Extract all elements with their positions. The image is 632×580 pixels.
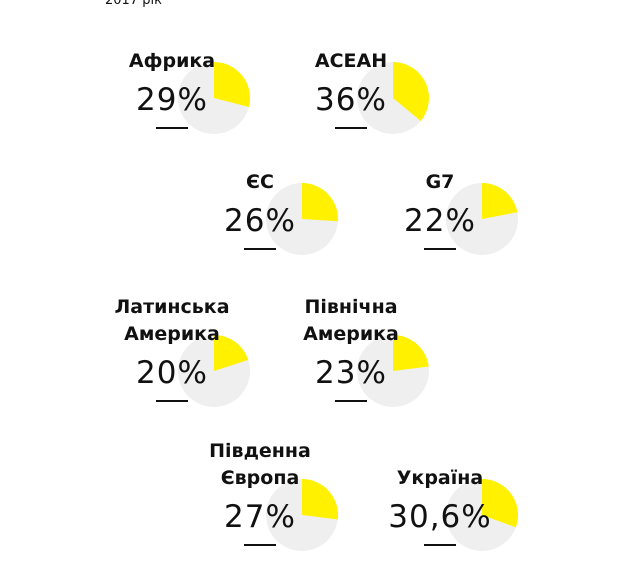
value-label: 26% bbox=[224, 203, 296, 239]
pie-slice bbox=[302, 479, 339, 520]
value-label: 22% bbox=[404, 203, 476, 239]
value-label: 30,6% bbox=[388, 499, 492, 535]
pie-slice bbox=[214, 335, 249, 371]
category-label: Україна bbox=[396, 467, 484, 489]
category-label: АСЕАН bbox=[314, 50, 388, 72]
value-label: 20% bbox=[136, 355, 208, 391]
value-label: 27% bbox=[224, 499, 296, 535]
category-label: Латинська Америка bbox=[114, 296, 230, 345]
subtitle: 2017 рік bbox=[105, 0, 162, 8]
value-label: 23% bbox=[315, 355, 387, 391]
value-label: 29% bbox=[136, 82, 208, 118]
category-label: Африка bbox=[128, 50, 216, 72]
pie-slice bbox=[482, 479, 518, 528]
pie-slice bbox=[393, 62, 430, 121]
pie-slice bbox=[214, 62, 250, 107]
category-label: G7 bbox=[425, 171, 455, 193]
category-label: ЄС bbox=[246, 171, 274, 193]
pie-slice bbox=[302, 183, 338, 222]
value-label: 36% bbox=[315, 82, 387, 118]
pie-slice bbox=[393, 335, 429, 371]
category-label: Північна Америка bbox=[303, 296, 399, 345]
category-label: Південна Європа bbox=[209, 440, 311, 489]
pie-slice bbox=[482, 183, 518, 219]
